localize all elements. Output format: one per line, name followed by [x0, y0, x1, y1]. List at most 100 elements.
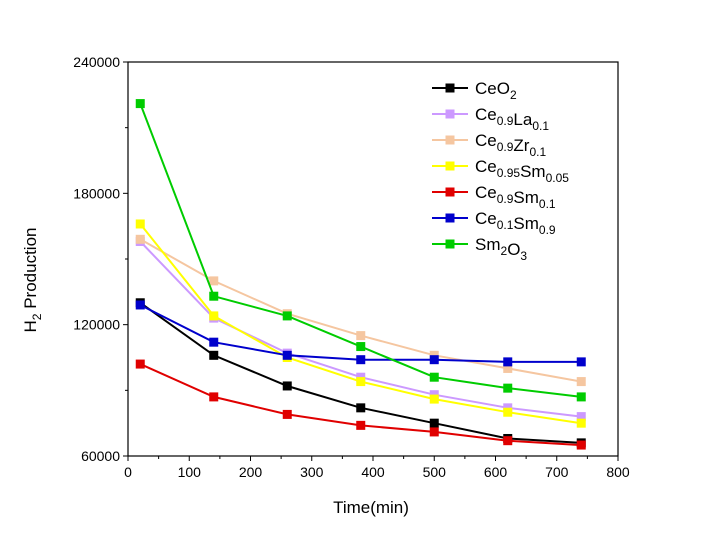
legend-item: Ce0.9Zr0.1	[432, 131, 546, 159]
legend-label-text: Sm	[513, 188, 539, 207]
x-tick-label: 0	[124, 464, 132, 480]
legend-label-subscript: 0.95	[497, 166, 521, 180]
legend-label-text: Ce	[475, 131, 497, 150]
x-tick-label: 100	[178, 464, 202, 480]
legend-label-subscript: 0.1	[532, 119, 549, 133]
y-axis-title-subscript: 2	[30, 313, 44, 320]
data-point	[576, 440, 586, 450]
legend-label-text: Zr	[513, 136, 529, 155]
y-tick-label: 180000	[73, 185, 120, 201]
data-point	[356, 377, 366, 387]
x-tick-label: 700	[545, 464, 569, 480]
data-point	[503, 383, 513, 393]
y-tick-label: 120000	[73, 317, 120, 333]
legend-label-subscript: 0.9	[497, 114, 514, 128]
series-layer	[135, 99, 586, 450]
x-axis-title: Time(min)	[333, 498, 409, 517]
y-axis-title-rest: Production	[21, 228, 40, 314]
legend-label-subscript: 0.1	[539, 197, 556, 211]
data-point	[503, 363, 513, 373]
legend-item: Sm2O3	[432, 235, 527, 263]
data-point	[209, 311, 219, 321]
legend-label-text: Sm	[513, 214, 539, 233]
legend-item: Ce0.1Sm0.9	[432, 209, 556, 237]
y-tick-label: 60000	[81, 448, 120, 464]
data-point	[576, 418, 586, 428]
y-axis-title-main: H	[21, 320, 40, 332]
data-point	[429, 372, 439, 382]
data-point	[576, 357, 586, 367]
data-point	[503, 436, 513, 446]
legend-label-text: Ce	[475, 79, 497, 98]
y-axis-title: H2 Production	[21, 228, 44, 333]
legend-label-subscript: 0.9	[539, 223, 556, 237]
data-point	[282, 381, 292, 391]
x-tick-label: 500	[423, 464, 447, 480]
x-tick-label: 400	[361, 464, 385, 480]
data-point	[429, 427, 439, 437]
legend-label-text: Ce	[475, 209, 497, 228]
legend-label-subscript: 0.9	[497, 140, 514, 154]
x-tick-label: 300	[300, 464, 324, 480]
legend-label: Ce0.9Zr0.1	[475, 131, 546, 159]
data-point	[356, 403, 366, 413]
data-point	[503, 357, 513, 367]
legend-swatch-marker	[445, 83, 455, 93]
x-tick-label: 600	[484, 464, 508, 480]
legend-label-text: Ce	[475, 105, 497, 124]
data-point	[209, 392, 219, 402]
data-point	[429, 355, 439, 365]
legend-label-text: Ce	[475, 157, 497, 176]
data-point	[135, 234, 145, 244]
legend-label-subscript: 0.9	[497, 192, 514, 206]
data-point	[576, 392, 586, 402]
legend-label-subscript: 2	[501, 244, 508, 258]
legend-swatch-marker	[445, 161, 455, 171]
data-point	[135, 219, 145, 229]
data-point	[576, 377, 586, 387]
legend-label: Ce0.1Sm0.9	[475, 209, 556, 237]
legend: CeO2Ce0.9La0.1Ce0.9Zr0.1Ce0.95Sm0.05Ce0.…	[432, 79, 569, 263]
data-point	[282, 350, 292, 360]
data-point	[209, 350, 219, 360]
data-point	[135, 359, 145, 369]
data-point	[429, 394, 439, 404]
data-point	[209, 337, 219, 347]
legend-item: Ce0.9La0.1	[432, 105, 549, 133]
series-line	[139, 240, 582, 418]
legend-label-subscript: 0.1	[497, 218, 514, 232]
legend-label: Sm2O3	[475, 235, 527, 263]
legend-label-text: Sm	[475, 235, 501, 254]
series-Sm2O3	[135, 99, 586, 402]
legend-item: CeO2	[432, 79, 517, 102]
legend-label: CeO2	[475, 79, 517, 102]
legend-swatch-marker	[445, 213, 455, 223]
legend-label: Ce0.9La0.1	[475, 105, 549, 133]
legend-item: Ce0.9Sm0.1	[432, 183, 556, 211]
data-point	[429, 418, 439, 428]
legend-swatch-marker	[445, 135, 455, 145]
legend-label-text: La	[513, 110, 532, 129]
data-point	[282, 409, 292, 419]
series-Ce0.9Sm0.1	[135, 359, 586, 450]
legend-label: Ce0.95Sm0.05	[475, 157, 569, 185]
legend-swatch-marker	[445, 109, 455, 119]
legend-label-text: Sm	[520, 162, 546, 181]
legend-swatch-marker	[445, 239, 455, 249]
series-Ce0.1Sm0.9	[135, 300, 586, 367]
series-Ce0.9La0.1	[135, 236, 586, 422]
data-point	[209, 291, 219, 301]
data-point	[356, 342, 366, 352]
data-point	[282, 311, 292, 321]
legend-label-text: Ce	[475, 183, 497, 202]
axes-layer: 0 100 200 300 400 500 600 700 800 60000 120000 1800…	[73, 54, 630, 480]
x-tick-label: 800	[606, 464, 630, 480]
data-point	[209, 276, 219, 286]
data-point	[503, 407, 513, 417]
legend-label-subscript: 2	[510, 88, 517, 102]
legend-label-text: O	[507, 240, 520, 259]
data-point	[356, 355, 366, 365]
data-point	[356, 331, 366, 341]
data-point	[356, 420, 366, 430]
